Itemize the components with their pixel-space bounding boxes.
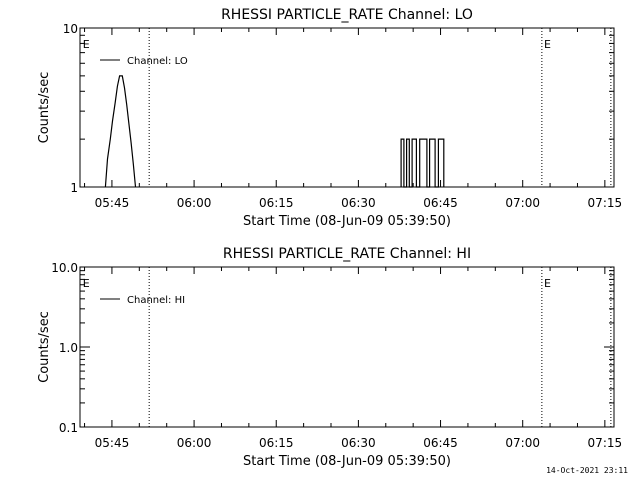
- lo-x-tick-label: 06:00: [177, 196, 212, 210]
- lo-x-tick-label: 06:45: [423, 196, 458, 210]
- hi-y-axis-label: Counts/sec: [37, 311, 52, 383]
- hi-plot-frame: [79, 266, 615, 428]
- lo-series-line: [104, 75, 137, 188]
- lo-event-marker-label: E: [83, 38, 90, 51]
- lo-x-axis-label: Start Time (08-Jun-09 05:39:50): [243, 214, 451, 229]
- hi-x-tick-label: 05:45: [95, 436, 130, 450]
- footer-timestamp: 14-Oct-2021 23:11: [546, 466, 628, 475]
- lo-chart-title: RHESSI PARTICLE_RATE Channel: LO: [221, 7, 473, 23]
- hi-y-tick-label: 10.0: [51, 261, 78, 275]
- hi-x-tick-label: 06:00: [177, 436, 212, 450]
- lo-event-marker-label: E: [544, 38, 551, 51]
- hi-x-tick-label: 06:15: [259, 436, 294, 450]
- hi-x-tick-label: 06:30: [341, 436, 376, 450]
- lo-legend-label: Channel: LO: [127, 56, 188, 67]
- lo-y-tick-label: 10: [63, 22, 78, 36]
- hi-x-axis-label: Start Time (08-Jun-09 05:39:50): [243, 454, 451, 469]
- hi-event-marker-label: E: [544, 277, 551, 290]
- hi-legend-label: Channel: HI: [127, 295, 185, 306]
- hi-x-tick-label: 07:15: [588, 436, 623, 450]
- hi-event-marker-label: E: [83, 277, 90, 290]
- lo-x-tick-label: 07:00: [505, 196, 540, 210]
- lo-y-tick-label: 1: [70, 181, 78, 195]
- hi-y-tick-label: 1.0: [59, 341, 78, 355]
- lo-x-tick-label: 06:30: [341, 196, 376, 210]
- lo-x-tick-label: 06:15: [259, 196, 294, 210]
- lo-x-tick-label: 05:45: [95, 196, 130, 210]
- lo-y-axis-label: Counts/sec: [37, 72, 52, 144]
- lo-plot-frame: [79, 27, 615, 188]
- hi-chart-title: RHESSI PARTICLE_RATE Channel: HI: [223, 246, 471, 262]
- lo-x-tick-label: 07:15: [588, 196, 623, 210]
- hi-x-tick-label: 07:00: [505, 436, 540, 450]
- hi-y-tick-label: 0.1: [59, 421, 78, 435]
- hi-x-tick-label: 06:45: [423, 436, 458, 450]
- lo-series-line: [400, 138, 445, 188]
